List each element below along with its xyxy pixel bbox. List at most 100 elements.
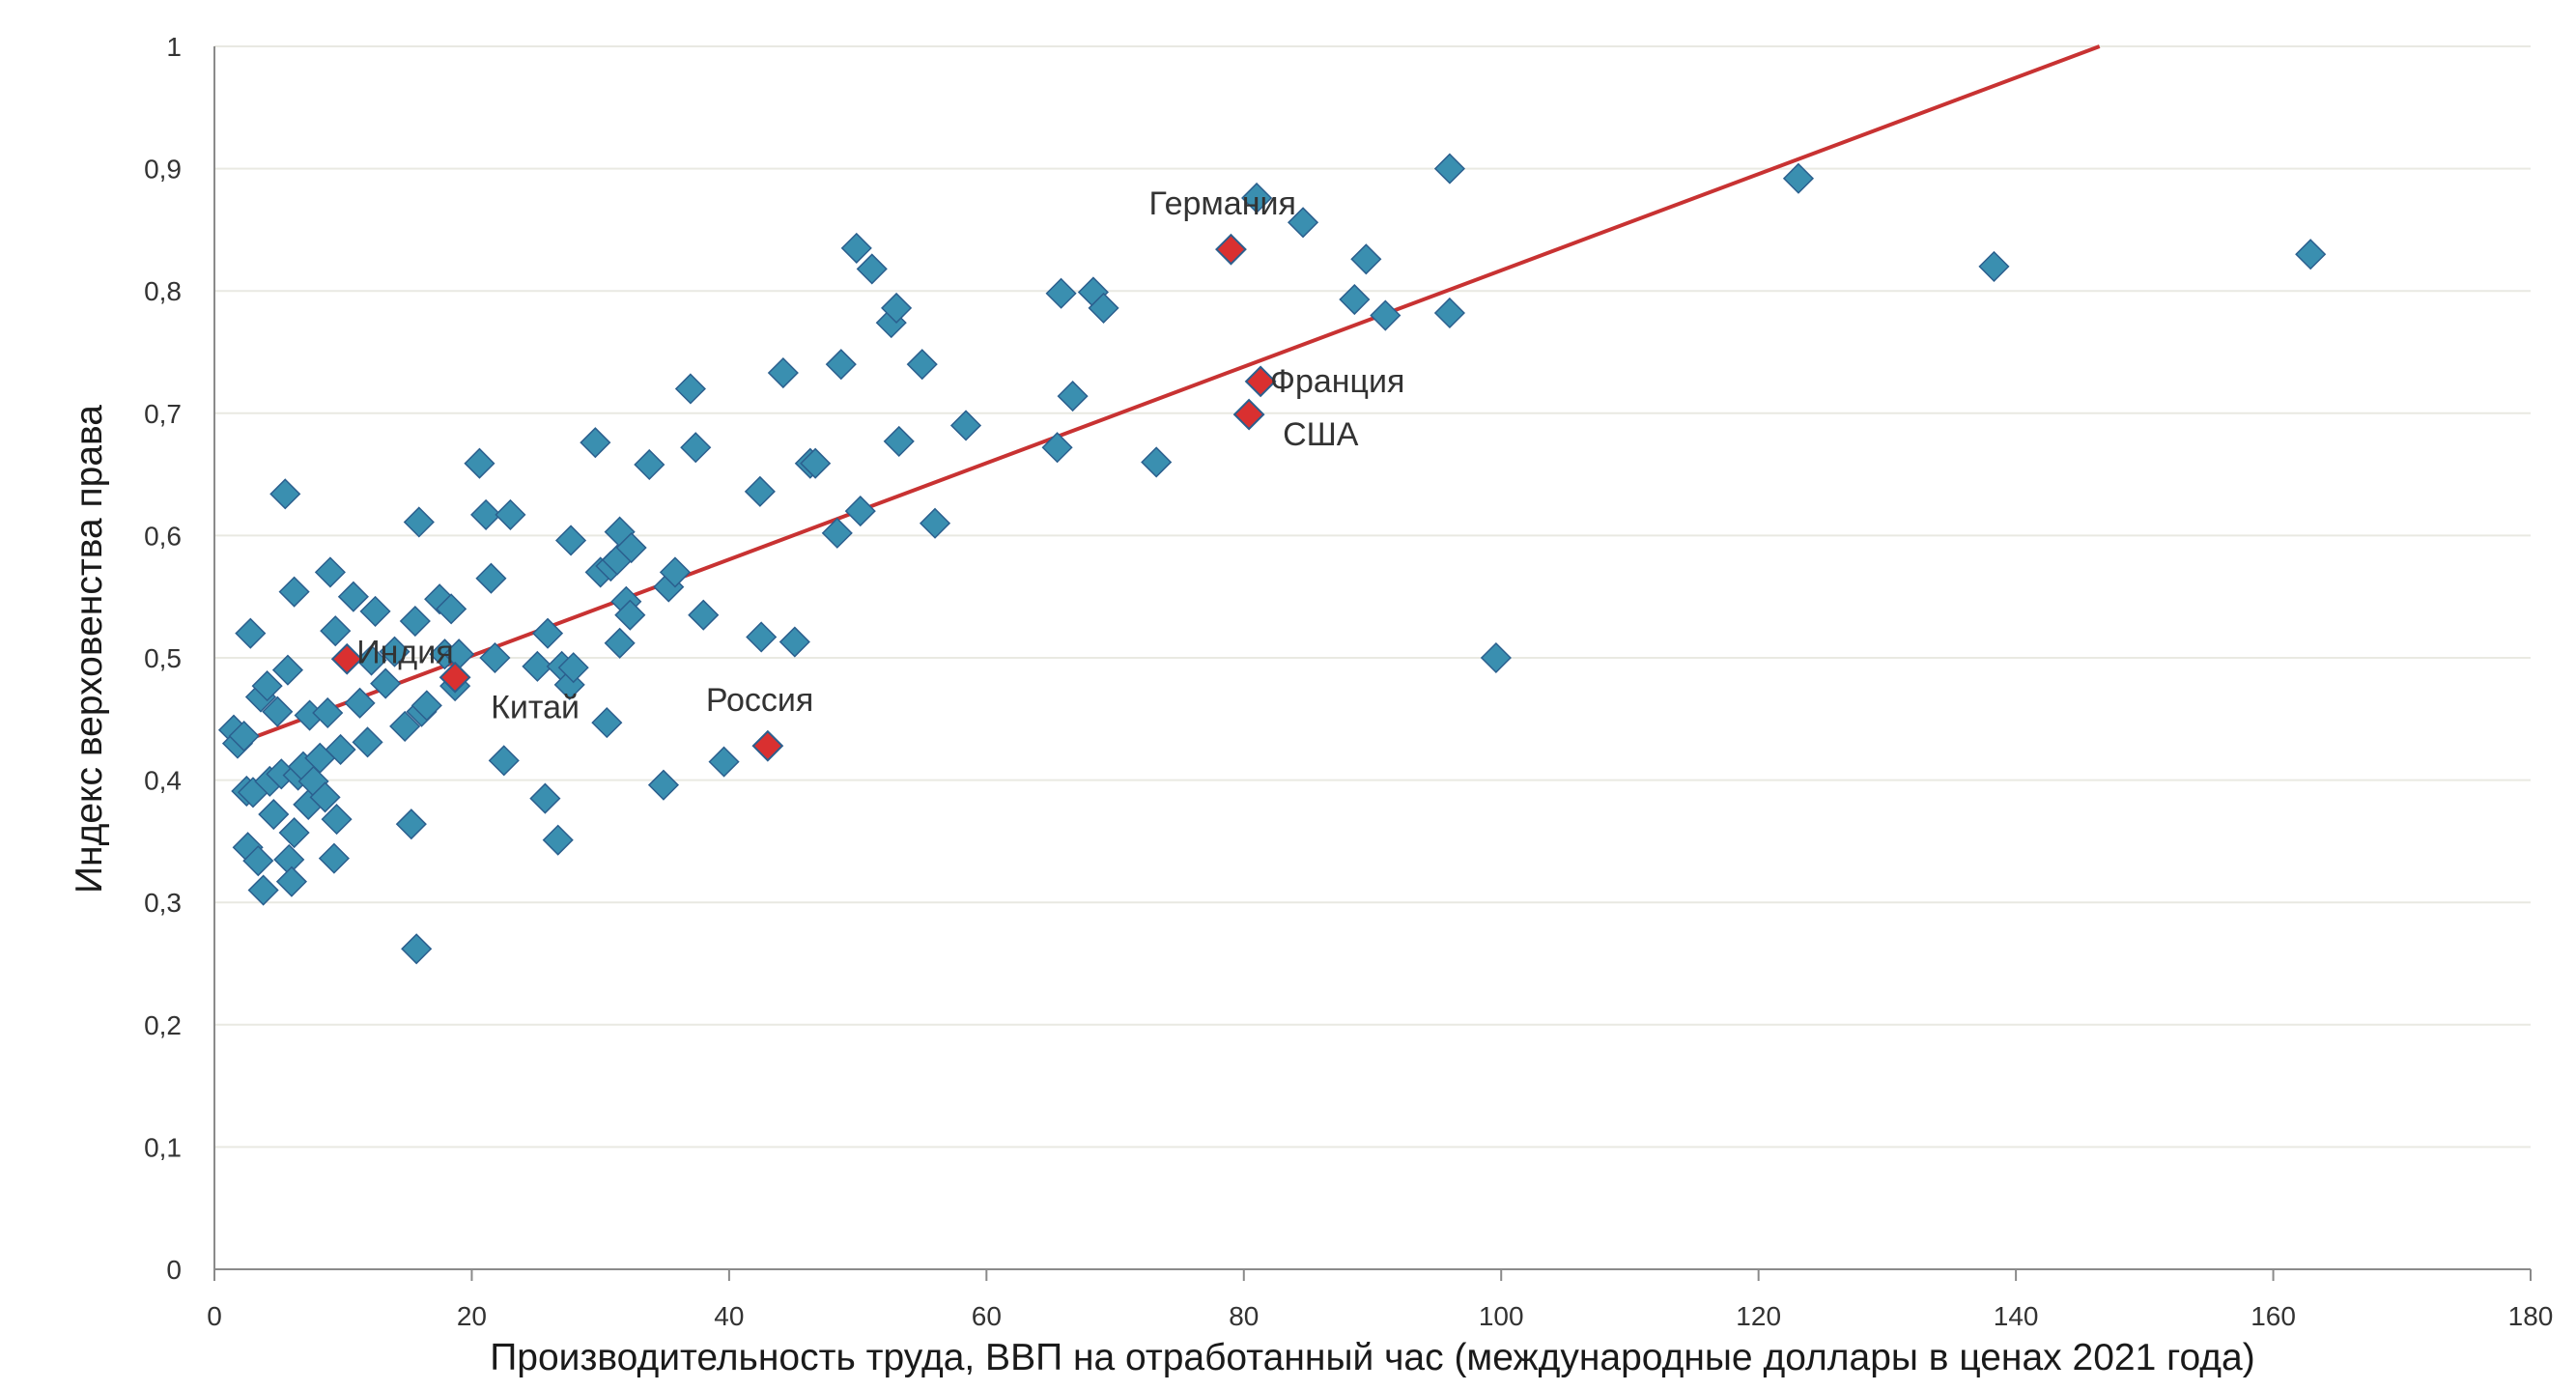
data-point [580,427,611,459]
data-point [352,726,383,758]
y-axis-ticks: 0 0,1 0,2 0,3 0,4 0,5 0,6 0,7 0,8 0,9 1 [144,32,182,1285]
highlighted-point [439,661,471,694]
y-tick-label: 0,6 [144,521,182,551]
data-point [883,425,915,457]
data-point [228,720,260,752]
data-point [614,599,646,631]
data-point [278,816,310,849]
highlighted-point [330,642,363,675]
x-tick-label: 40 [714,1301,744,1331]
data-point [410,690,442,722]
gridlines [214,45,2531,1149]
data-point [1350,243,1382,275]
data-point [1480,641,1512,674]
data-point [906,349,938,381]
axes [213,46,2531,1270]
data-point [2295,239,2327,270]
x-tick-label: 160 [2250,1301,2296,1331]
y-tick-label: 0,9 [144,155,182,185]
trend-line [237,44,2101,746]
data-point [647,769,680,801]
y-tick-label: 0 [166,1255,182,1285]
country-label: Китай [491,689,580,725]
data-point [1088,292,1119,324]
data-point [674,373,706,405]
y-tick-label: 0,1 [144,1132,182,1162]
data-point [370,667,402,699]
data-point [424,583,456,615]
data-point [479,641,511,674]
data-point [389,710,421,742]
data-point [821,517,853,549]
y-axis-label: Индекс верховенства права [69,405,110,894]
data-point [262,696,294,727]
x-axis-label: Производительность труда, ВВП на отработ… [490,1337,2254,1378]
data-point [659,556,691,588]
data-point [309,781,341,813]
y-tick-label: 0,3 [144,888,182,918]
y-tick-label: 0,5 [144,643,182,673]
data-point [604,627,636,659]
data-point [1782,162,1815,194]
highlighted-point [1215,233,1247,266]
data-point [767,356,799,389]
data-point [688,599,720,631]
country-label: Германия [1148,185,1295,222]
data-point [746,621,778,653]
data-point [275,866,307,897]
country-label: Индия [356,634,453,670]
data-point [1433,297,1465,329]
data-point [680,432,712,464]
x-axis-ticks: 0 20 40 60 80 100 120 140 160 180 [207,1269,2553,1331]
data-point [529,782,561,814]
x-tick-label: 180 [2508,1301,2554,1331]
data-point [881,292,913,324]
data-point [634,448,665,481]
data-point [258,798,290,831]
data-point [919,507,951,539]
data-point [856,253,888,285]
data-point [379,636,410,667]
data-point [1339,284,1371,316]
data-point [312,696,344,729]
data-point [708,746,740,778]
data-points [217,153,2327,965]
y-tick-label: 0,7 [144,399,182,429]
country-label: Россия [706,682,814,719]
data-point [251,670,283,702]
data-point [488,745,520,777]
data-point [401,933,433,965]
data-point [522,650,553,682]
data-point [1141,446,1173,478]
data-point [242,845,274,877]
country-label: Франция [1270,363,1404,400]
data-point [271,654,303,686]
data-point [1057,381,1089,412]
data-point [557,652,589,684]
data-point [778,626,810,658]
y-tick-label: 0,4 [144,766,182,796]
x-tick-label: 0 [207,1301,222,1331]
data-point [800,447,832,479]
highlighted-point [1244,365,1277,398]
data-point [825,349,857,381]
x-tick-label: 80 [1229,1301,1259,1331]
x-tick-label: 100 [1479,1301,1524,1331]
data-point [1370,299,1401,331]
x-tick-label: 60 [972,1301,1002,1331]
data-point [844,496,876,527]
data-point [1045,277,1077,309]
country-label: США [1283,416,1359,453]
data-point [1287,207,1319,239]
data-point [337,581,369,612]
data-point [744,475,776,507]
data-point [403,506,435,538]
data-point [399,605,431,638]
data-point [269,478,301,510]
data-point [395,809,427,840]
data-point [470,498,502,530]
data-point [247,874,279,906]
x-tick-label: 20 [457,1301,487,1331]
data-point [359,595,391,627]
